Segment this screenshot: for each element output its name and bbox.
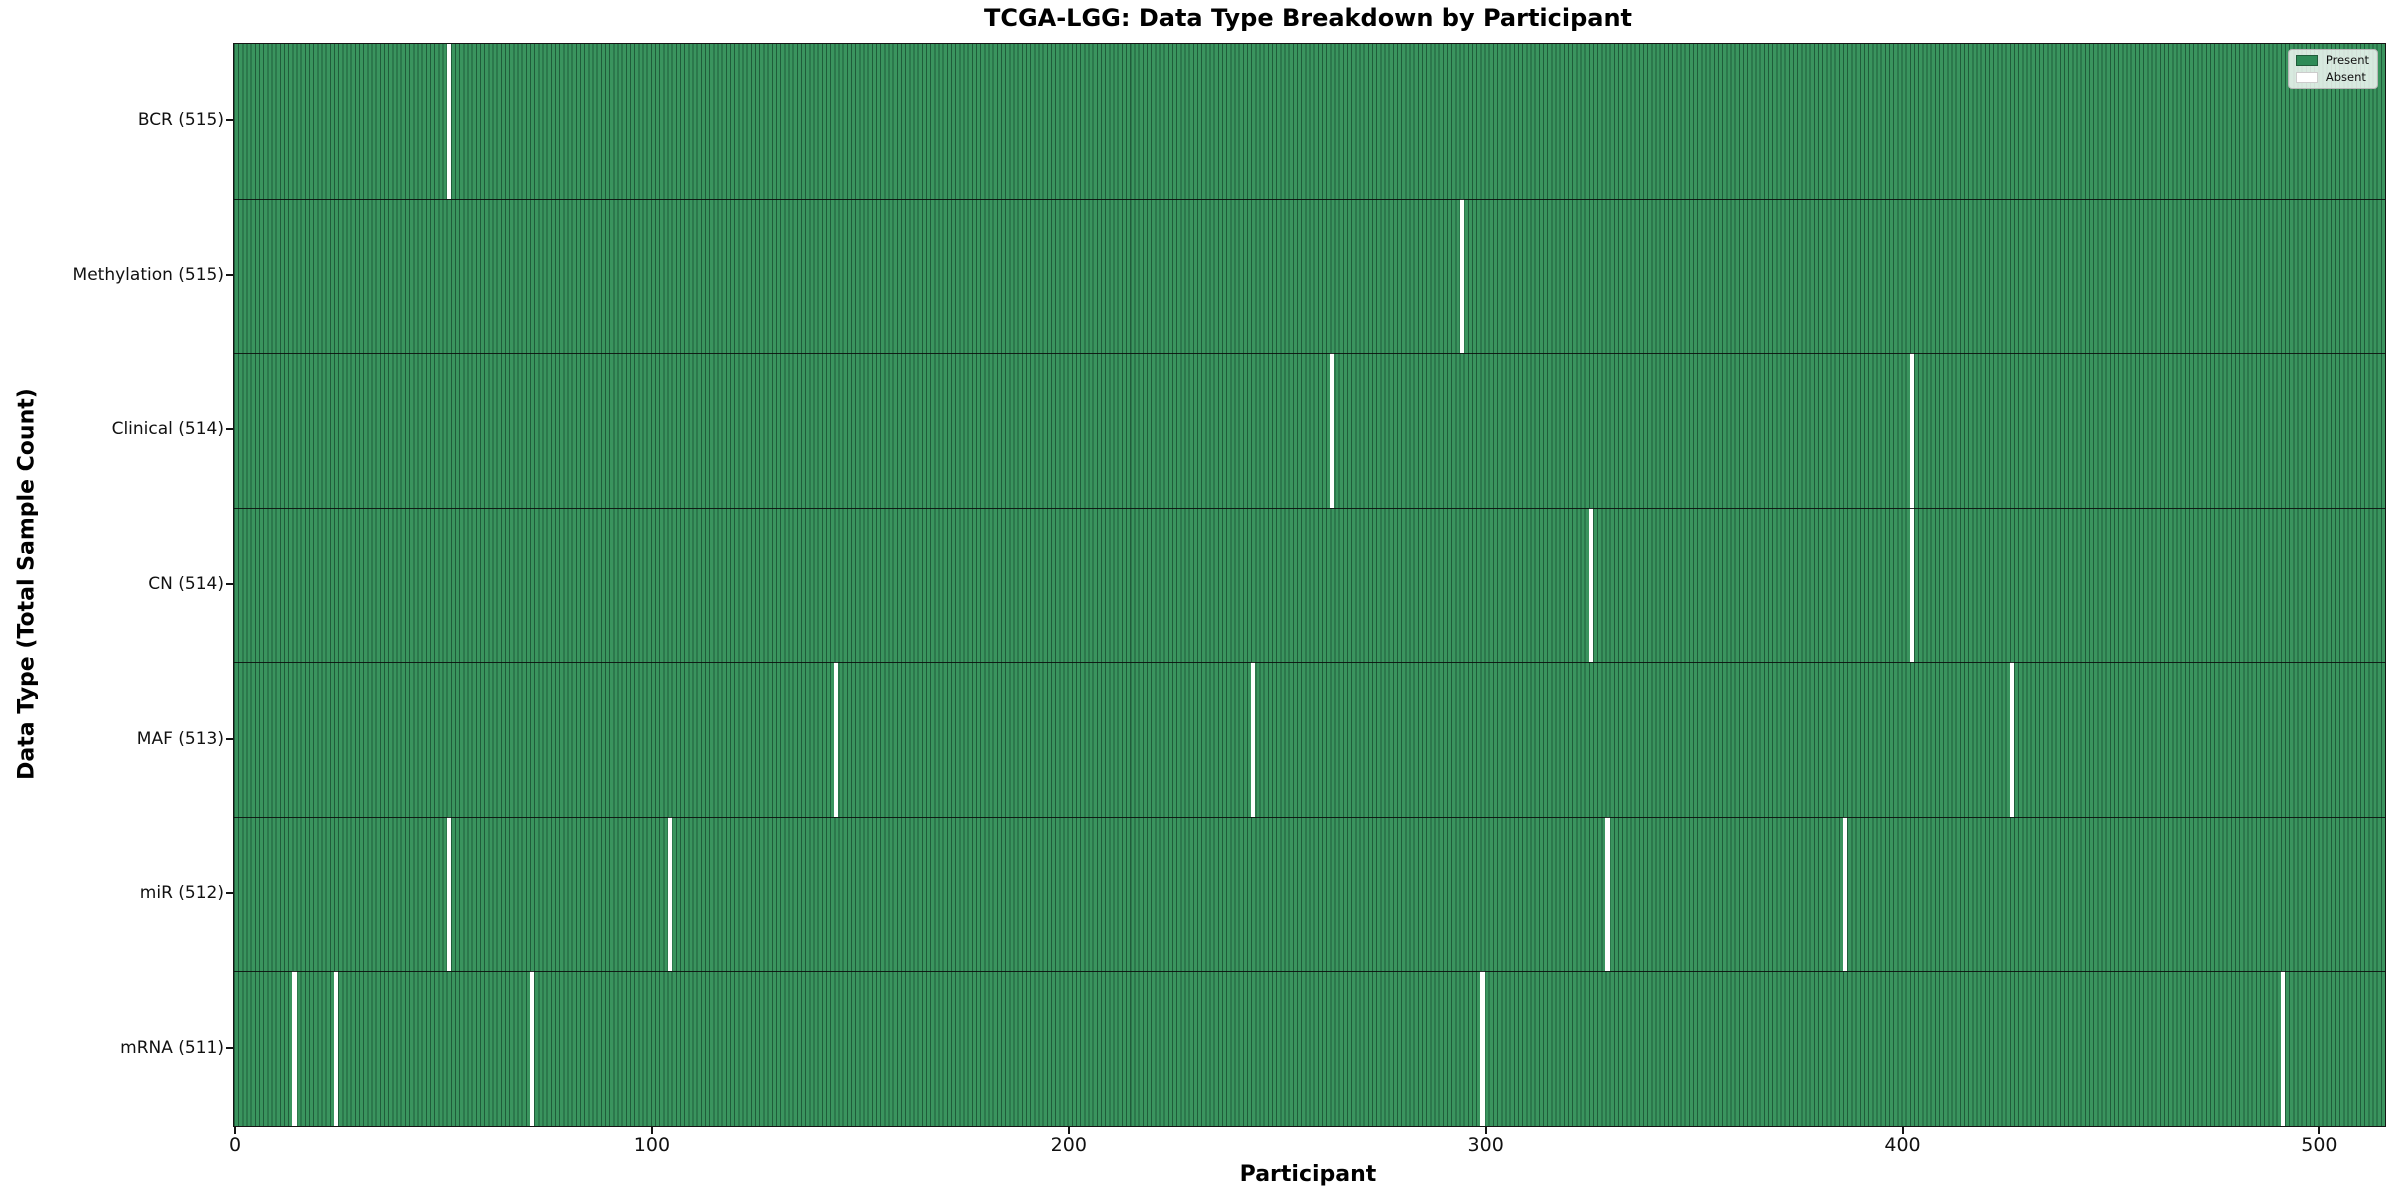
absent-gap-mRNA-24	[334, 971, 339, 1126]
x-axis-title: Participant	[1239, 1162, 1377, 1187]
y-tick-label-miR: miR (512)	[139, 883, 224, 904]
row-band-miR	[234, 816, 2385, 972]
absent-gap-BCR-51	[446, 44, 451, 199]
absent-gap-Clinical-402	[1909, 353, 1914, 508]
chart-title: TCGA-LGG: Data Type Breakdown by Partici…	[983, 4, 1633, 32]
legend-entry-present: Present	[2295, 53, 2369, 67]
row-separator	[234, 816, 2385, 818]
legend-swatch-absent	[2295, 71, 2318, 83]
legend: Present Absent	[2287, 49, 2378, 89]
absent-gap-miR-104	[667, 816, 672, 972]
y-tick-mark	[226, 1046, 233, 1049]
row-band-MAF	[234, 662, 2385, 817]
y-tick-mark	[226, 119, 233, 122]
legend-label: Present	[2325, 53, 2369, 67]
x-tick-label: 200	[1050, 1134, 1087, 1156]
absent-gap-miR-386	[1843, 816, 1848, 972]
x-tick-mark	[1484, 1126, 1487, 1134]
row-separator	[234, 198, 2385, 200]
y-tick-label-Clinical: Clinical (514)	[111, 419, 224, 440]
row-band-CN	[234, 507, 2385, 663]
y-tick-label-CN: CN (514)	[148, 574, 224, 594]
y-tick-mark	[226, 583, 233, 585]
absent-gap-mRNA-14	[292, 971, 297, 1126]
row-band-Clinical	[234, 353, 2385, 508]
absent-gap-MAF-144	[834, 662, 839, 817]
absent-gap-Methylation-294	[1459, 198, 1464, 354]
y-tick-label-MAF: MAF (513)	[136, 728, 224, 749]
row-separator	[234, 971, 2385, 973]
x-tick-label: 500	[2301, 1134, 2338, 1156]
row-separator	[234, 662, 2385, 664]
row-band-Methylation	[234, 198, 2385, 354]
legend-entry-absent: Absent	[2295, 69, 2369, 84]
x-tick-mark	[1067, 1126, 1070, 1134]
legend-label: Absent	[2325, 69, 2366, 84]
absent-gap-miR-51	[446, 816, 451, 972]
row-separator	[234, 353, 2385, 355]
y-tick-mark	[226, 737, 233, 740]
legend-swatch-present	[2295, 55, 2318, 67]
absent-gap-CN-325	[1588, 507, 1593, 663]
y-tick-label-mRNA: mRNA (511)	[120, 1037, 224, 1058]
row-band-mRNA	[234, 971, 2385, 1126]
absent-gap-mRNA-491	[2280, 971, 2285, 1126]
plot-area: Present Absent	[233, 43, 2386, 1127]
y-tick-mark	[226, 892, 233, 895]
absent-gap-MAF-426	[2009, 662, 2014, 817]
absent-gap-mRNA-299	[1480, 971, 1485, 1126]
y-tick-mark	[226, 273, 233, 276]
x-tick-label: 0	[229, 1134, 242, 1156]
row-separator	[234, 507, 2385, 509]
row-band-BCR	[234, 44, 2385, 199]
absent-gap-CN-402	[1909, 507, 1914, 663]
y-axis-title: Data Type (Total Sample Count)	[14, 388, 40, 780]
y-tick-mark	[226, 428, 233, 431]
x-tick-label: 400	[1884, 1134, 1921, 1156]
x-tick-label: 100	[633, 1134, 671, 1156]
absent-gap-MAF-244	[1251, 662, 1256, 817]
x-tick-mark	[2318, 1126, 2321, 1134]
absent-gap-miR-329	[1605, 816, 1610, 972]
absent-gap-Clinical-263	[1330, 353, 1335, 508]
absent-gap-mRNA-71	[529, 971, 535, 1126]
x-tick-mark	[650, 1126, 653, 1134]
x-tick-mark	[234, 1126, 237, 1134]
x-tick-label: 300	[1467, 1134, 1504, 1156]
y-tick-label-Methylation: Methylation (515)	[72, 264, 224, 285]
y-tick-label-BCR: BCR (515)	[137, 110, 224, 131]
x-tick-mark	[1901, 1126, 1904, 1134]
